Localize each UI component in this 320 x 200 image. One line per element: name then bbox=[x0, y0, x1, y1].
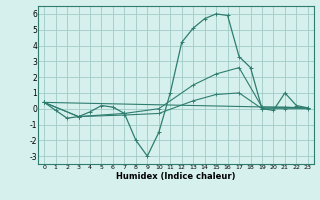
X-axis label: Humidex (Indice chaleur): Humidex (Indice chaleur) bbox=[116, 172, 236, 181]
